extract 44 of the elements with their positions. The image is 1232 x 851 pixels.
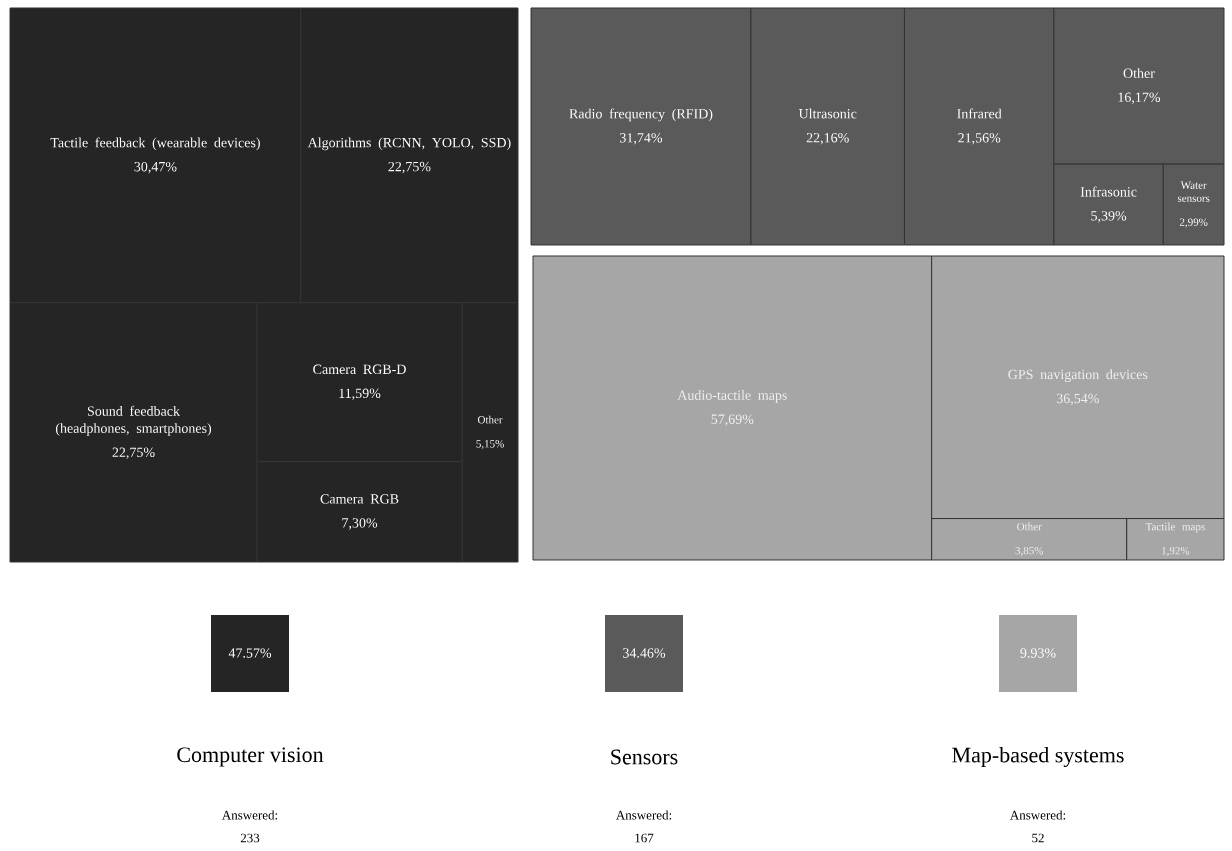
data-label: 22,75% [388,161,431,174]
data-label: 1,92% [1162,546,1190,556]
category-label: Other [477,415,503,424]
category-label: Camera RGB [320,494,399,504]
category-label: Other [1017,522,1042,531]
text: Map-based systems [952,747,1124,767]
category-label: Camera RGB-D [313,364,406,374]
category-label: Infrasonic [1080,186,1137,197]
data-label: 22,75% [112,447,155,460]
text: 47.57% [228,648,272,658]
data-label: 3,85% [1015,546,1044,556]
category-label: Ultrasonic [798,108,857,119]
data-label: 16,17% [1118,92,1161,104]
text: Computer vision [177,747,324,767]
category-label: Radio frequency (RFID) [569,108,713,122]
data-label: 5,15% [476,440,504,450]
data-label: 21,56% [958,133,1001,145]
category-label: Water sensors [1177,181,1210,202]
category-label: Audio-tactile maps [677,390,787,403]
text: 167 [635,833,654,843]
data-label: 11,59% [339,388,381,401]
data-label: 30,47% [134,161,177,174]
text: 233 [240,833,260,843]
category-label: Tactile feedback (wearable devices) [50,137,260,151]
text: Answered: [221,810,278,820]
text: Answered: [1009,810,1066,820]
category-label: Other [1123,68,1155,78]
category-label: Tactile maps [1145,522,1205,533]
data-label: 5,39% [1091,211,1127,223]
data-label: 2,99% [1179,218,1208,228]
category-label: Sound feedback (headphones, smartphones) [55,405,212,436]
text: 52 [1032,833,1044,843]
category-label: Algorithms (RCNN, YOLO, SSD) [307,137,511,151]
data-label: 57,69% [711,414,754,426]
text: 9.93% [1020,648,1056,658]
data-label: 36,54% [1056,393,1099,406]
category-label: Infrared [957,108,1002,119]
data-label: 7,30% [342,518,378,530]
data-label: 22,16% [806,132,849,145]
data-label: 31,74% [620,133,663,145]
category-label: GPS navigation devices [1008,369,1148,383]
text: 34.46% [623,648,666,658]
text: Sensors [611,749,678,765]
text: Answered: [615,810,672,820]
